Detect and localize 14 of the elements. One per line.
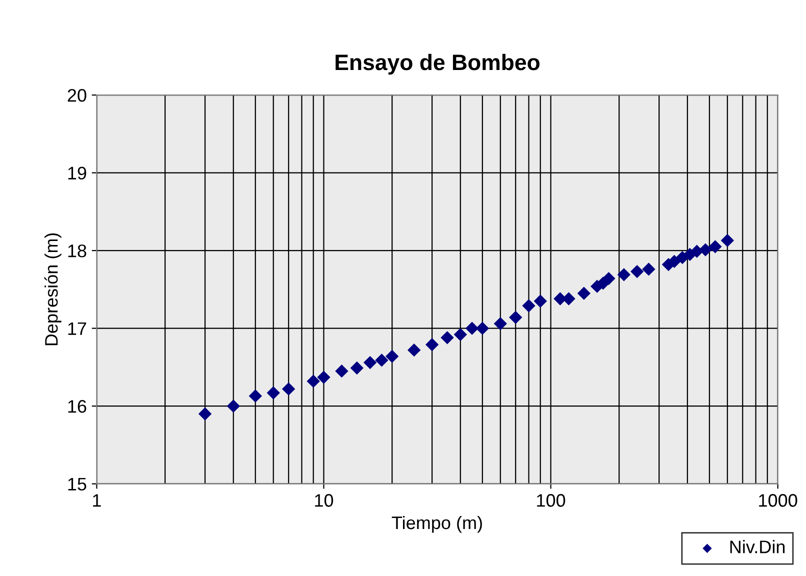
y-tick-label: 19	[68, 166, 86, 180]
x-tick-label: 100	[537, 494, 566, 507]
y-tick-label: 20	[68, 88, 86, 102]
y-tick-label: 16	[68, 400, 86, 413]
y-tick-label: 18	[68, 244, 86, 258]
x-tick-label: 1000	[759, 494, 798, 507]
y-tick-label: 15	[68, 478, 86, 491]
y-axis-title: Depresión (m)	[44, 233, 62, 346]
y-tick-label: 17	[68, 322, 86, 335]
chart-title: Ensayo de Bombeo	[336, 54, 540, 75]
x-tick-label: 10	[315, 494, 334, 507]
x-axis-title: Tiempo (m)	[392, 516, 482, 533]
x-tick-label: 1	[93, 494, 101, 507]
legend-label: Niv.Din	[730, 540, 785, 554]
